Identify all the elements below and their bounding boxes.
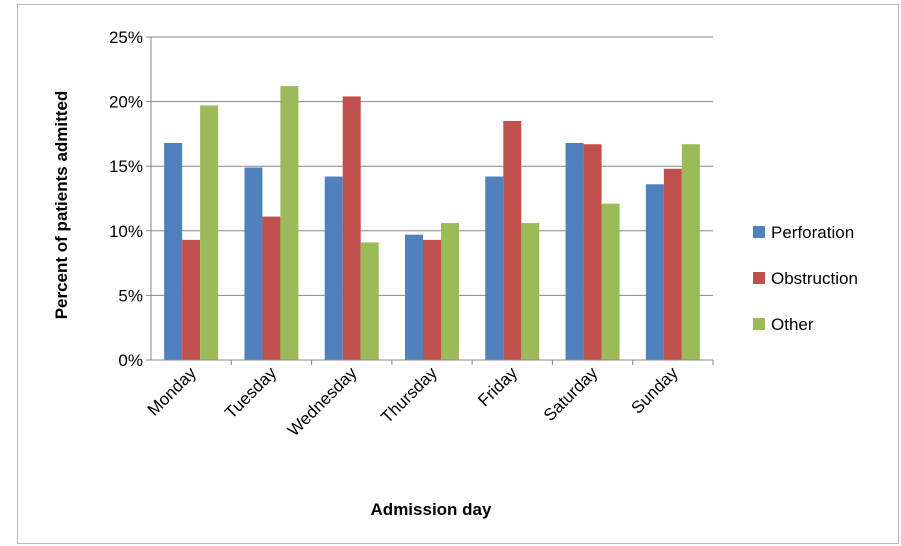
x-tick-label: Tuesday: [221, 363, 280, 422]
bar-other-thursday: [441, 223, 459, 360]
y-tick-label: 0%: [118, 351, 143, 370]
axes: [146, 36, 714, 365]
y-tick-labels: 0% 5% 10% 15% 20% 25%: [109, 28, 143, 370]
bar-obstruction-wednesday: [342, 96, 361, 360]
legend-swatch: [753, 226, 765, 238]
legend-label: Perforation: [771, 223, 854, 242]
bar-obstruction-saturday: [583, 144, 602, 360]
bar-obstruction-friday: [503, 120, 522, 360]
legend-label: Obstruction: [771, 269, 858, 288]
legend-swatch: [753, 318, 765, 330]
legend-entry-other: Other: [753, 315, 814, 334]
bar-other-friday: [521, 223, 540, 360]
y-tick-label: 25%: [109, 28, 143, 47]
bars: [164, 86, 700, 360]
bar-perforation-friday: [485, 176, 504, 360]
bar-perforation-monday: [164, 142, 183, 360]
legend-entry-perforation: Perforation: [753, 223, 854, 242]
legend-swatch: [753, 272, 765, 284]
x-tick-label: Wednesday: [284, 363, 361, 440]
bar-perforation-wednesday: [324, 176, 343, 360]
legend-entry-obstruction: Obstruction: [753, 269, 858, 288]
bar-obstruction-monday: [182, 239, 201, 360]
y-tick-label: 15%: [109, 157, 143, 176]
bar-other-monday: [200, 105, 219, 360]
bar-perforation-tuesday: [244, 167, 263, 360]
x-tick-label: Saturday: [540, 363, 602, 425]
x-tick-label: Monday: [144, 363, 201, 420]
bar-other-saturday: [601, 203, 620, 360]
legend: Perforation Obstruction Other: [753, 223, 858, 334]
bar-other-wednesday: [360, 242, 379, 360]
y-tick-label: 5%: [118, 286, 143, 305]
bar-perforation-saturday: [565, 142, 584, 360]
x-tick-labels: Monday Tuesday Wednesday Thursday Friday Satu…: [144, 363, 682, 440]
bar-other-sunday: [681, 144, 700, 360]
legend-label: Other: [771, 315, 814, 334]
bar-perforation-thursday: [405, 234, 423, 360]
x-tick-label: Sunday: [627, 363, 682, 418]
y-tick-label: 10%: [109, 222, 143, 241]
chart-frame: 0% 5% 10% 15% 20% 25% Monday Tuesday Wednesday T…: [17, 4, 899, 544]
x-tick-label: Friday: [474, 363, 521, 410]
bar-other-tuesday: [280, 86, 299, 360]
bar-obstruction-tuesday: [262, 216, 281, 360]
bar-chart: 0% 5% 10% 15% 20% 25% Monday Tuesday Wednesday T…: [52, 28, 858, 519]
x-axis-title: Admission day: [371, 500, 492, 519]
y-tick-label: 20%: [109, 93, 143, 112]
bar-obstruction-sunday: [663, 168, 682, 360]
x-tick-label: Thursday: [377, 363, 441, 427]
bar-obstruction-thursday: [423, 239, 441, 360]
y-axis-title: Percent of patients admitted: [52, 91, 71, 320]
bar-perforation-sunday: [645, 184, 664, 360]
